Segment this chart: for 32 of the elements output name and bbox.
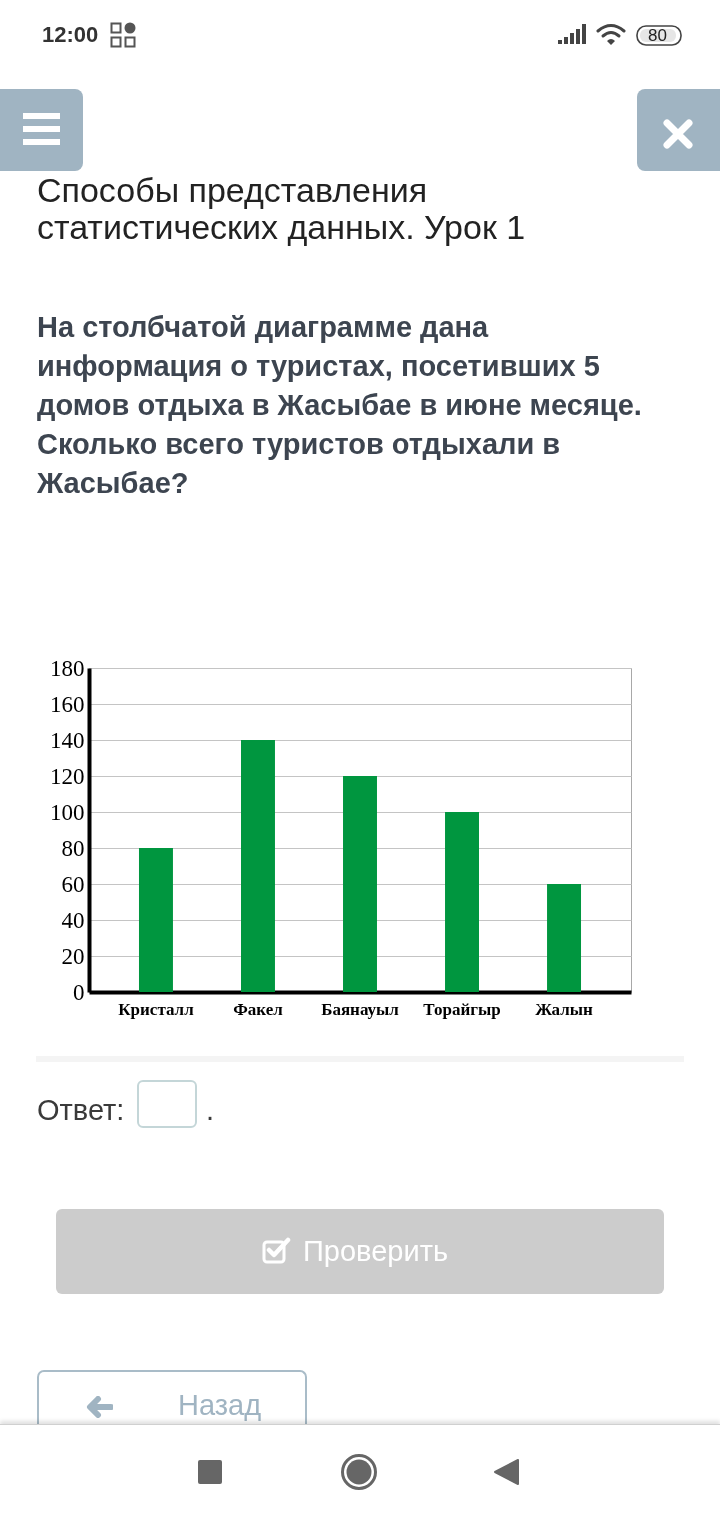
x-tick-label: Баянауыл — [321, 999, 400, 1019]
y-tick-label: 0 — [73, 979, 85, 1005]
text: 80 — [648, 26, 667, 45]
bar — [343, 776, 377, 992]
x-tick-label: Факел — [233, 999, 284, 1019]
y-tick-label: 140 — [50, 727, 85, 753]
chart-title: Способы представления статистических данных. Урок 1 — [37, 171, 527, 246]
x-tick-label: Торайгыр — [423, 999, 501, 1019]
y-tick-label: 20 — [61, 943, 85, 969]
answer-input[interactable] — [137, 1080, 197, 1128]
y-tick-label: 100 — [50, 799, 85, 825]
back-button[interactable] — [37, 1370, 307, 1424]
text: . — [206, 1094, 215, 1126]
bar — [445, 812, 479, 992]
close-button[interactable] — [637, 89, 720, 171]
check-button[interactable] — [56, 1209, 664, 1294]
x-tick-label: Жалын — [535, 999, 594, 1019]
y-tick-label: 120 — [50, 763, 85, 789]
y-tick-label: 40 — [61, 907, 85, 933]
y-tick-label: 180 — [50, 655, 85, 681]
bar — [138, 848, 173, 992]
bar — [241, 740, 275, 992]
text: 12:00 — [42, 22, 99, 47]
x-tick-label: Кристалл — [118, 999, 195, 1019]
text: Ответ: — [37, 1094, 125, 1126]
bar — [547, 884, 582, 992]
y-tick-label: 80 — [61, 835, 85, 861]
y-tick-label: 160 — [50, 691, 85, 717]
text: Назад — [178, 1389, 262, 1421]
menu-button[interactable] — [0, 89, 83, 171]
y-tick-label: 60 — [61, 871, 85, 897]
chart-subtitle: На столбчатой диаграмме дана информация о туристах, посетивших 5 домов отдыха в Жасыбае в июне месяце. Сколько всего туристов отдыхали в Жасыбае? — [37, 310, 643, 501]
